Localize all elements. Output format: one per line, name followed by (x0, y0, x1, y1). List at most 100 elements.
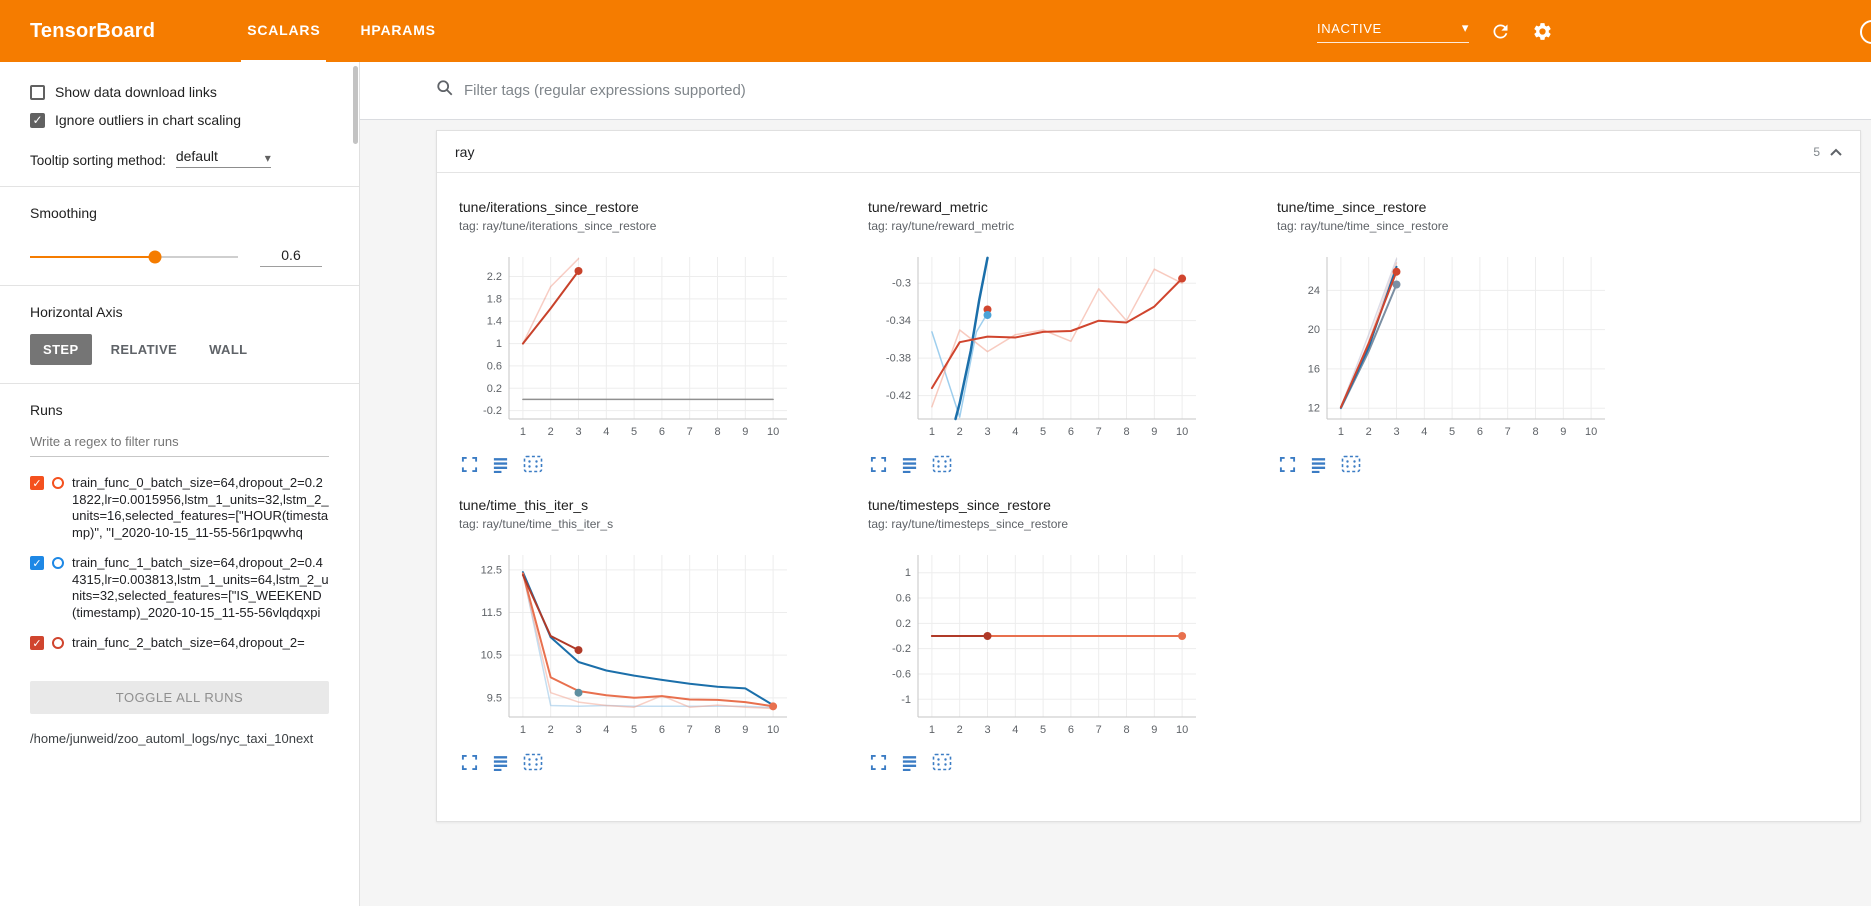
log-directory-path: /home/junweid/zoo_automl_logs/nyc_taxi_1… (30, 731, 314, 746)
svg-text:3: 3 (575, 426, 581, 438)
header-actions: INACTIVE ▾ (1317, 0, 1553, 62)
runs-list: train_func_0_batch_size=64,dropout_2=0.2… (30, 461, 329, 673)
svg-text:11.5: 11.5 (481, 607, 502, 619)
sidebar-scrollbar[interactable] (353, 66, 358, 144)
tab-hparams[interactable]: HPARAMS (360, 22, 436, 38)
horizontal-axis-label: Horizontal Axis (30, 304, 123, 320)
fit-domain-icon[interactable] (1341, 455, 1361, 473)
divider (0, 285, 359, 286)
status-dropdown[interactable]: INACTIVE ▾ (1317, 20, 1469, 43)
svg-text:1: 1 (905, 567, 911, 579)
runs-label: Runs (30, 402, 63, 418)
svg-text:9: 9 (742, 724, 748, 736)
tooltip-sorting-dropdown[interactable]: default ▾ (175, 148, 271, 168)
expand-chart-icon[interactable] (870, 456, 887, 473)
toggle-runs-icon[interactable] (901, 754, 918, 771)
chart-plot[interactable]: 1 2 3 4 5 6 7 8 9 10 12 16 20 24 (1277, 247, 1617, 445)
axis-step-button[interactable]: STEP (30, 334, 92, 365)
svg-text:6: 6 (1068, 426, 1074, 438)
run-checkbox-icon[interactable] (30, 476, 44, 490)
svg-text:20: 20 (1308, 324, 1320, 336)
chart-tag: tag: ray/tune/timesteps_since_restore (868, 517, 1069, 531)
checkbox-label: Ignore outliers in chart scaling (55, 112, 241, 128)
chart-plot[interactable]: 1 2 3 4 5 6 7 8 9 10 -1 -0.6 -0.2 0.2 0.6 1 (868, 545, 1208, 743)
svg-text:24: 24 (1308, 285, 1320, 297)
tag-group-header[interactable]: ray 5 (437, 131, 1860, 173)
refresh-icon[interactable] (1489, 20, 1511, 42)
chart-plot[interactable]: 1 2 3 4 5 6 7 8 9 10 -0.42 -0.38 -0.34 -0.3 (868, 247, 1208, 445)
svg-text:-0.38: -0.38 (886, 353, 911, 365)
tag-filter-input[interactable] (464, 82, 1857, 99)
svg-text:7: 7 (1096, 724, 1102, 736)
chart-plot[interactable]: 1 2 3 4 5 6 7 8 9 10 -0.2 0.2 0.6 1 1.4 1.8 2.2 (459, 247, 799, 445)
run-label: train_func_0_batch_size=64,dropout_2=0.2… (72, 475, 329, 540)
toggle-runs-icon[interactable] (901, 456, 918, 473)
fit-domain-icon[interactable] (523, 455, 543, 473)
expand-chart-icon[interactable] (461, 456, 478, 473)
svg-text:4: 4 (1012, 724, 1018, 736)
svg-text:1: 1 (929, 724, 935, 736)
toggle-runs-icon[interactable] (492, 456, 509, 473)
collapse-chevron-icon[interactable] (1830, 143, 1842, 161)
svg-text:8: 8 (1123, 426, 1129, 438)
expand-chart-icon[interactable] (461, 754, 478, 771)
smoothing-slider-thumb[interactable] (148, 250, 162, 264)
toggle-all-runs-button[interactable]: TOGGLE ALL RUNS (30, 681, 329, 714)
svg-text:4: 4 (1421, 426, 1427, 438)
tag-group-name: ray (455, 143, 475, 160)
svg-text:5: 5 (1040, 426, 1046, 438)
chart-card-time-since-restore: tune/time_since_restore tag: ray/tune/ti… (1277, 197, 1670, 473)
svg-text:3: 3 (984, 426, 990, 438)
svg-text:-0.3: -0.3 (892, 278, 911, 290)
axis-relative-button[interactable]: RELATIVE (98, 334, 191, 365)
svg-text:4: 4 (1012, 426, 1018, 438)
chart-card-reward-metric: tune/reward_metric tag: ray/tune/reward_… (868, 197, 1261, 473)
fit-domain-icon[interactable] (523, 753, 543, 771)
run-radio-icon[interactable] (52, 637, 64, 649)
toggle-runs-icon[interactable] (1310, 456, 1327, 473)
run-item[interactable]: train_func_1_batch_size=64,dropout_2=0.4… (30, 555, 329, 621)
smoothing-value[interactable]: 0.6 (260, 247, 322, 267)
run-item[interactable]: train_func_2_batch_size=64,dropout_2= (30, 635, 329, 652)
chart-title: tune/time_this_iter_s (459, 497, 589, 513)
svg-text:1: 1 (929, 426, 935, 438)
toggle-runs-icon[interactable] (492, 754, 509, 771)
fit-domain-icon[interactable] (932, 753, 952, 771)
svg-text:7: 7 (687, 724, 693, 736)
settings-sidebar: Show data download links Ignore outliers… (0, 62, 360, 906)
run-radio-icon[interactable] (52, 557, 64, 569)
runs-filter-input[interactable] (30, 428, 329, 457)
fit-domain-icon[interactable] (932, 455, 952, 473)
tag-filter-bar (360, 62, 1871, 120)
tooltip-sorting-value: default (175, 148, 218, 164)
svg-text:-0.2: -0.2 (892, 643, 911, 655)
svg-text:9.5: 9.5 (487, 692, 502, 704)
chart-plot[interactable]: 1 2 3 4 5 6 7 8 9 10 9.5 10.5 11.5 12.5 (459, 545, 799, 743)
help-icon[interactable] (1859, 19, 1871, 50)
svg-text:2: 2 (957, 426, 963, 438)
svg-text:2: 2 (1366, 426, 1372, 438)
svg-text:8: 8 (714, 426, 720, 438)
settings-gear-icon[interactable] (1531, 20, 1553, 42)
smoothing-slider-fill (30, 256, 155, 258)
run-checkbox-icon[interactable] (30, 556, 44, 570)
run-radio-icon[interactable] (52, 477, 64, 489)
chart-tag: tag: ray/tune/time_this_iter_s (459, 517, 614, 531)
chart-card-iterations-since-restore: tune/iterations_since_restore tag: ray/t… (459, 197, 852, 473)
axis-wall-button[interactable]: WALL (196, 334, 260, 365)
checkbox-icon (30, 84, 45, 100)
chart-card-timesteps-since-restore: tune/timesteps_since_restore tag: ray/tu… (868, 495, 1261, 771)
run-item[interactable]: train_func_0_batch_size=64,dropout_2=0.2… (30, 475, 329, 541)
ignore-outliers-checkbox[interactable]: Ignore outliers in chart scaling (30, 112, 329, 128)
svg-text:-1: -1 (901, 694, 911, 706)
smoothing-slider[interactable] (30, 250, 238, 264)
expand-chart-icon[interactable] (1279, 456, 1296, 473)
tab-scalars[interactable]: SCALARS (241, 0, 327, 62)
svg-text:5: 5 (1449, 426, 1455, 438)
svg-text:10: 10 (767, 426, 779, 438)
checkbox-icon (30, 112, 45, 128)
show-download-links-checkbox[interactable]: Show data download links (30, 84, 329, 100)
expand-chart-icon[interactable] (870, 754, 887, 771)
svg-text:2.2: 2.2 (487, 271, 502, 283)
run-checkbox-icon[interactable] (30, 636, 44, 650)
